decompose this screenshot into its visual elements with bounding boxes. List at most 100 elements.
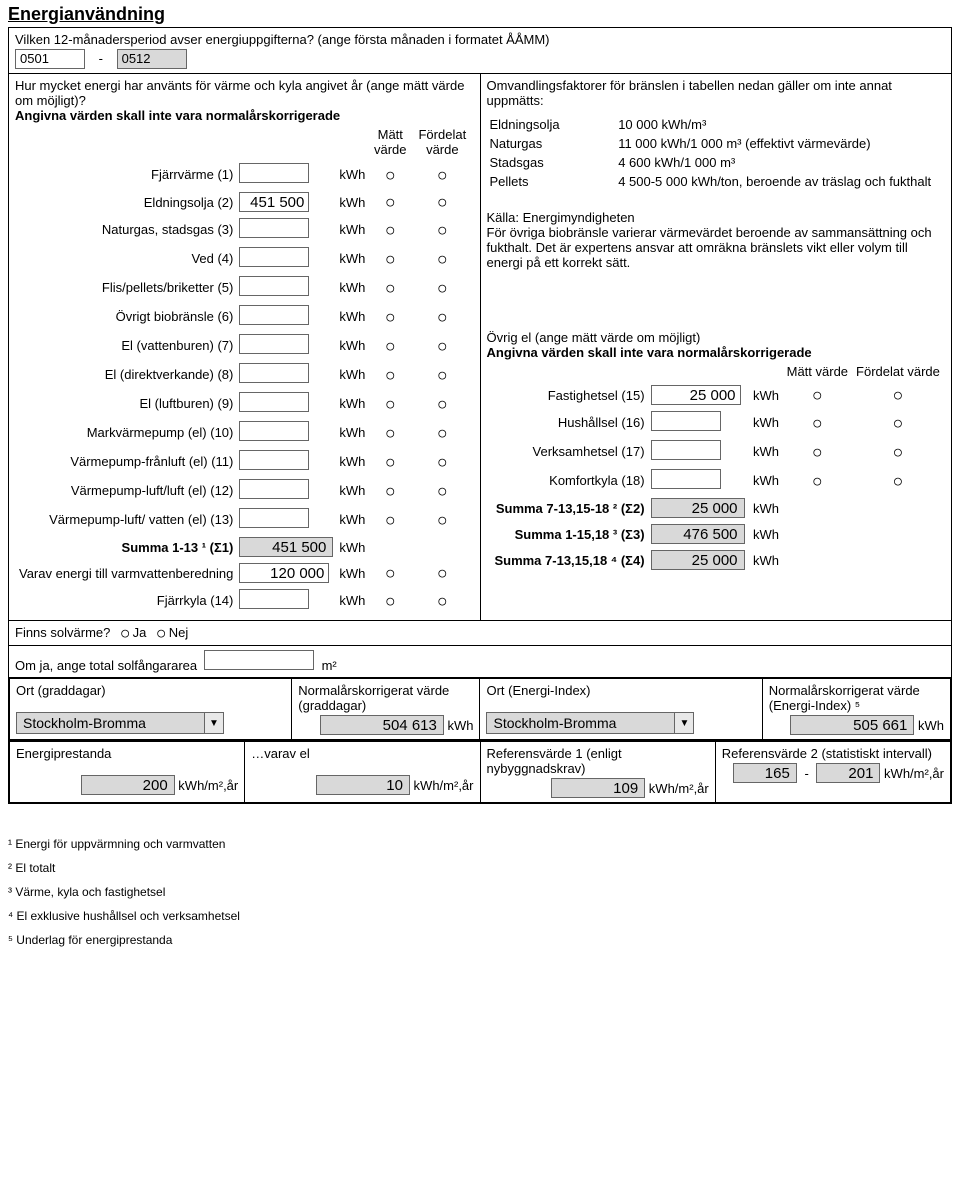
value-input[interactable]: [239, 276, 309, 296]
solar-area-input[interactable]: [204, 650, 314, 670]
radio-matt[interactable]: [813, 445, 821, 460]
row-label: Fjärrvärme (1): [17, 161, 235, 188]
sum2-value: 25 000: [651, 498, 745, 518]
radio-fordelat[interactable]: [438, 281, 446, 296]
value-input[interactable]: [239, 508, 309, 528]
radio-matt[interactable]: [386, 455, 394, 470]
radio-matt[interactable]: [386, 281, 394, 296]
radio-matt[interactable]: [386, 368, 394, 383]
unit: kWh: [751, 438, 782, 465]
value-input[interactable]: [239, 363, 309, 383]
radio-matt[interactable]: [386, 397, 394, 412]
col-matt-r: Mätt värde: [784, 362, 851, 381]
value-input[interactable]: [239, 392, 309, 412]
radio-fordelat[interactable]: [438, 397, 446, 412]
row14-label: Fjärrkyla (14): [17, 587, 235, 614]
radio-matt[interactable]: [386, 566, 394, 581]
value-input[interactable]: [239, 247, 309, 267]
unit: kWh: [337, 506, 367, 533]
left-note: Angivna värden skall inte vara normalårs…: [15, 108, 474, 123]
radio-fordelat[interactable]: [438, 566, 446, 581]
radio-solar-yes[interactable]: [121, 626, 129, 641]
value-input[interactable]: [239, 305, 309, 325]
value-input[interactable]: [651, 469, 721, 489]
radio-matt[interactable]: [813, 416, 821, 431]
radio-fordelat[interactable]: [894, 474, 902, 489]
unit: kWh: [337, 448, 367, 475]
radio-fordelat[interactable]: [438, 484, 446, 499]
radio-fordelat[interactable]: [894, 445, 902, 460]
value-input[interactable]: [239, 450, 309, 470]
row-label: Flis/pellets/briketter (5): [17, 274, 235, 301]
unit: kWh: [337, 587, 367, 614]
radio-fordelat[interactable]: [438, 594, 446, 609]
conv-val: 4 600 kWh/1 000 m³: [617, 154, 943, 171]
unit: kWh: [337, 303, 367, 330]
radio-fordelat[interactable]: [438, 223, 446, 238]
footnote: ³ Värme, kyla och fastighetsel: [8, 880, 952, 904]
varav-el-value: 10: [316, 775, 410, 795]
unit: kWh: [337, 419, 367, 446]
ort-grad-value: Stockholm-Bromma: [23, 715, 146, 731]
value-input[interactable]: [239, 163, 309, 183]
radio-matt[interactable]: [386, 426, 394, 441]
value-input[interactable]: [239, 218, 309, 238]
sum4-value: 25 000: [651, 550, 745, 570]
radio-matt[interactable]: [386, 223, 394, 238]
radio-matt[interactable]: [813, 474, 821, 489]
radio-fordelat[interactable]: [438, 310, 446, 325]
unit: kWh: [337, 332, 367, 359]
period-from-input[interactable]: 0501: [15, 49, 85, 69]
radio-fordelat[interactable]: [894, 388, 902, 403]
varav-el-label: …varav el: [251, 746, 473, 761]
radio-fordelat[interactable]: [438, 513, 446, 528]
unit: kWh: [337, 245, 367, 272]
unit: kWh: [751, 467, 782, 494]
radio-solar-no[interactable]: [157, 626, 165, 641]
solar-yes-label: Ja: [133, 625, 147, 640]
radio-matt[interactable]: [386, 484, 394, 499]
radio-fordelat[interactable]: [438, 426, 446, 441]
value-input[interactable]: 451 500: [239, 192, 309, 212]
radio-matt[interactable]: [386, 310, 394, 325]
row-label: Markvärmepump (el) (10): [17, 419, 235, 446]
value-input[interactable]: [239, 479, 309, 499]
radio-matt[interactable]: [386, 594, 394, 609]
radio-fordelat[interactable]: [438, 195, 446, 210]
unit-kwh: kWh: [447, 718, 473, 733]
varav-value[interactable]: 120 000: [239, 563, 329, 583]
period-to: 0512: [117, 49, 187, 69]
radio-matt[interactable]: [386, 513, 394, 528]
radio-matt[interactable]: [386, 252, 394, 267]
value-input[interactable]: 25 000: [651, 385, 741, 405]
sum1-value: 451 500: [239, 537, 333, 557]
radio-fordelat[interactable]: [438, 339, 446, 354]
col-matt: Mätt värde: [369, 125, 411, 159]
unit: kWh: [751, 522, 782, 546]
ovrig-el-note: Angivna värden skall inte vara normalårs…: [487, 345, 946, 360]
value-input[interactable]: [239, 589, 309, 609]
radio-fordelat[interactable]: [894, 416, 902, 431]
radio-matt[interactable]: [813, 388, 821, 403]
row-label: Värmepump-frånluft (el) (11): [17, 448, 235, 475]
radio-matt[interactable]: [386, 339, 394, 354]
sum4-label: Summa 7-13,15,18 ⁴ (Σ4): [489, 548, 647, 572]
ep-unit: kWh/m²,år: [649, 781, 709, 796]
radio-fordelat[interactable]: [438, 455, 446, 470]
ort-ei-select[interactable]: Stockholm-Bromma ▼: [486, 712, 694, 734]
solar-question: Finns solvärme?: [15, 625, 110, 640]
ort-grad-select[interactable]: Stockholm-Bromma ▼: [16, 712, 224, 734]
radio-matt[interactable]: [386, 195, 394, 210]
value-input[interactable]: [239, 421, 309, 441]
chevron-down-icon: ▼: [204, 713, 223, 733]
radio-fordelat[interactable]: [438, 252, 446, 267]
value-input[interactable]: [239, 334, 309, 354]
radio-fordelat[interactable]: [438, 168, 446, 183]
value-input[interactable]: [651, 440, 721, 460]
row-label: Värmepump-luft/luft (el) (12): [17, 477, 235, 504]
value-input[interactable]: [651, 411, 721, 431]
radio-fordelat[interactable]: [438, 368, 446, 383]
row-label: Komfortkyla (18): [489, 467, 647, 494]
row-label: El (direktverkande) (8): [17, 361, 235, 388]
radio-matt[interactable]: [386, 168, 394, 183]
